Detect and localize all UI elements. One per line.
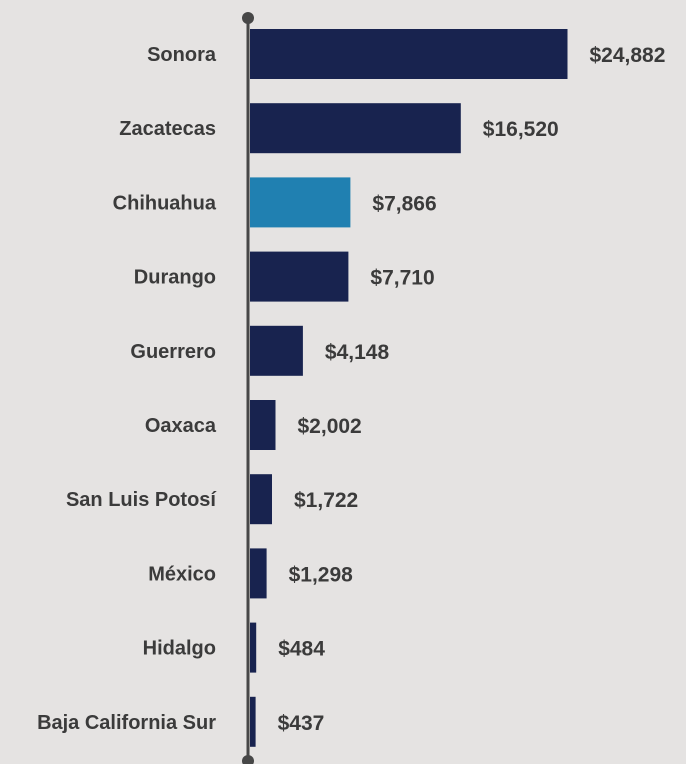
bar-7: [250, 548, 267, 599]
value-label-5: $2,002: [298, 415, 362, 438]
value-label-3: $7,710: [370, 267, 434, 290]
value-label-8: $484: [278, 638, 325, 661]
category-label-8: Hidalgo: [143, 638, 216, 660]
bar-2: [250, 177, 351, 228]
category-label-7: México: [148, 563, 216, 585]
category-label-3: Durango: [134, 267, 216, 289]
bars-group: [250, 29, 568, 747]
bar-9: [250, 696, 256, 747]
category-label-0: Sonora: [147, 44, 217, 66]
value-labels: $24,882 $16,520 $7,866 $7,710 $4,148 $2,002 $1…: [278, 44, 666, 735]
axis-top-dot: [242, 12, 254, 24]
value-label-6: $1,722: [294, 489, 358, 512]
category-label-2: Chihuahua: [113, 192, 217, 214]
bar-0: [250, 29, 568, 79]
bar-1: [250, 103, 461, 154]
bar-8: [250, 622, 257, 673]
value-label-0: $24,882: [590, 44, 666, 67]
bar-3: [250, 251, 349, 302]
bar-6: [250, 474, 272, 525]
value-label-4: $4,148: [325, 341, 390, 364]
category-label-4: Guerrero: [130, 341, 216, 363]
category-labels: Sonora Zacatecas Chihuahua Durango Guerrero O…: [37, 44, 217, 734]
value-label-7: $1,298: [289, 563, 354, 586]
bar-5: [250, 400, 276, 450]
value-label-9: $437: [278, 712, 325, 735]
category-label-9: Baja California Sur: [37, 712, 216, 734]
category-label-6: San Luis Potosí: [66, 489, 217, 511]
value-label-2: $7,866: [372, 192, 436, 215]
category-label-1: Zacatecas: [119, 118, 216, 140]
bar-4: [250, 325, 303, 376]
axis-bottom-dot: [242, 755, 254, 764]
axis-group: [242, 12, 254, 764]
category-label-5: Oaxaca: [145, 415, 217, 437]
value-label-1: $16,520: [483, 118, 559, 141]
